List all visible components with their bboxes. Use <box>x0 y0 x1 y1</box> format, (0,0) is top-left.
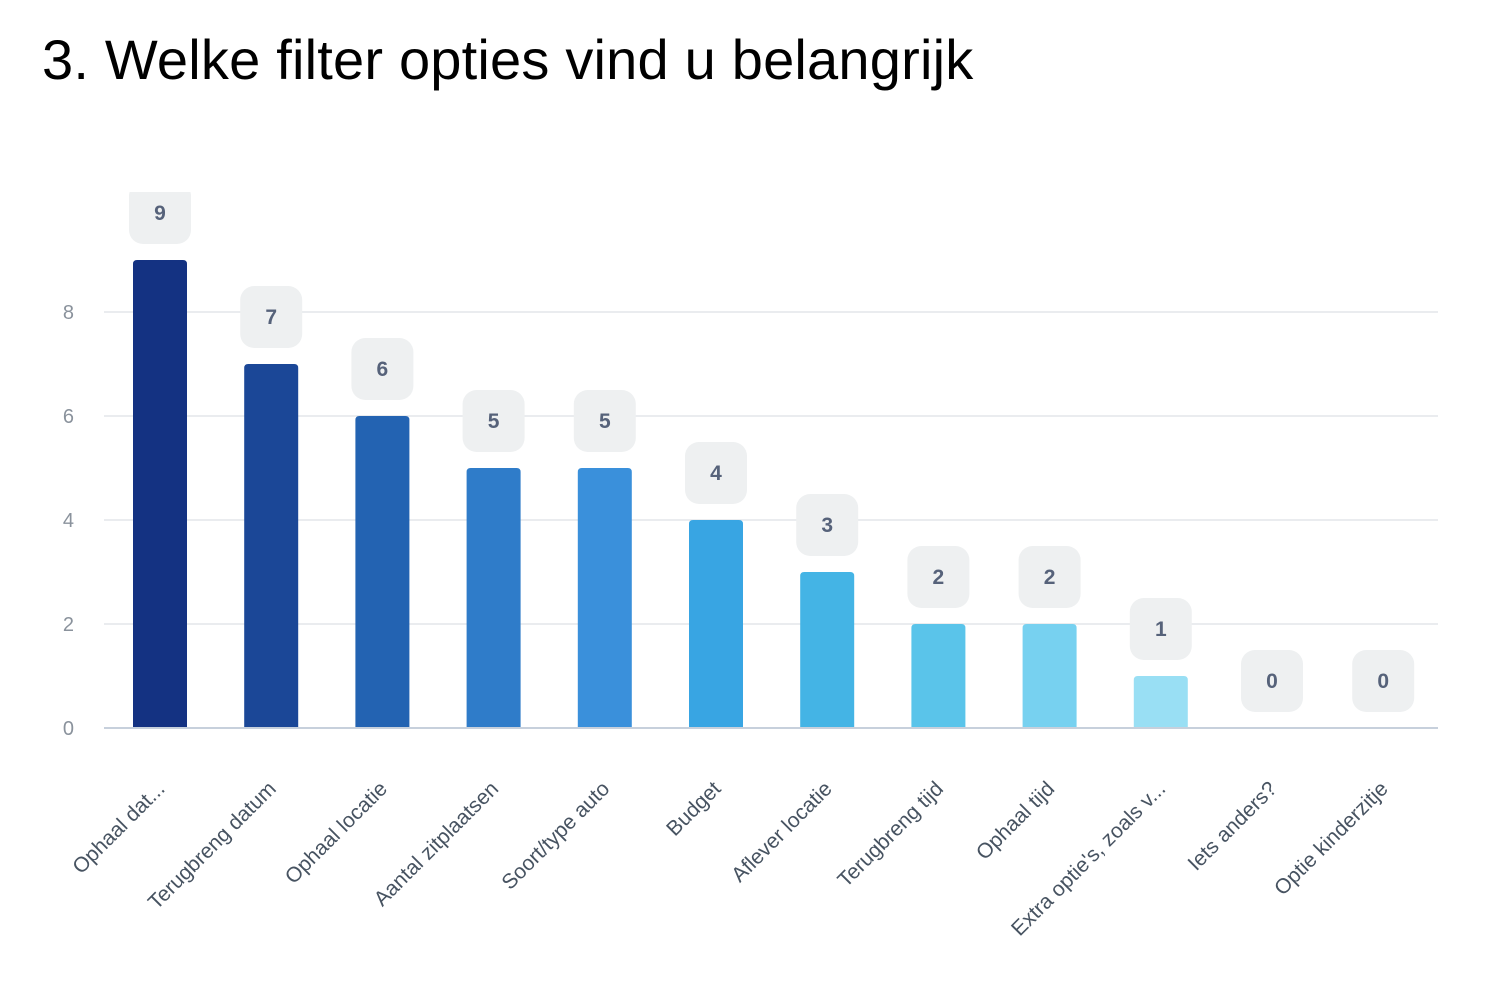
y-tick-label: 0 <box>63 718 74 740</box>
data-label-text: 7 <box>265 306 277 329</box>
x-tick-label: Ophaal tijd <box>972 777 1059 864</box>
data-labels: 9 7 6 5 5 4 3 2 2 1 0 0 <box>129 192 1415 712</box>
data-label-text: 1 <box>1155 618 1167 641</box>
bar[interactable] <box>466 468 521 728</box>
bar[interactable] <box>355 416 410 728</box>
data-label-box <box>462 390 525 452</box>
data-label-text: 3 <box>821 514 833 537</box>
data-label-text: 5 <box>599 410 611 433</box>
y-tick-label: 2 <box>63 614 74 636</box>
data-label-text: 0 <box>1377 670 1389 693</box>
data-label: 5 <box>462 390 525 452</box>
data-label-text: 9 <box>154 202 166 225</box>
x-tick-label: Aantal zitplaatsen <box>370 777 503 910</box>
data-label-box <box>1241 650 1303 712</box>
x-tick-label: Iets anders? <box>1184 777 1282 875</box>
bars <box>133 260 1188 728</box>
data-label-box <box>685 442 747 504</box>
x-tick-label: Optie kinderzitje <box>1270 777 1393 900</box>
data-label-box <box>573 390 636 452</box>
x-tick-label: Ophaal locatie <box>281 777 392 888</box>
x-tick-label: Budget <box>662 777 725 840</box>
data-label: 6 <box>351 338 414 400</box>
y-tick-label: 8 <box>63 302 74 324</box>
y-tick-label: 6 <box>63 406 74 428</box>
y-tick-label: 4 <box>63 510 74 532</box>
bar[interactable] <box>133 260 187 728</box>
data-label-text: 6 <box>377 358 389 381</box>
data-label-box <box>240 286 303 348</box>
data-label: 7 <box>240 286 303 348</box>
y-axis-ticks: 0 2 4 6 8 <box>63 302 74 740</box>
bar[interactable] <box>800 572 855 728</box>
data-label: 0 <box>1241 650 1303 712</box>
data-label-text: 2 <box>1044 566 1056 589</box>
x-tick-label: Ophaal dat... <box>68 777 169 878</box>
data-label-text: 2 <box>933 566 945 589</box>
x-axis-ticks: Ophaal dat...Terugbreng datum Ophaal loca… <box>68 777 1392 940</box>
data-label: 2 <box>1018 546 1081 608</box>
bar[interactable] <box>577 468 632 728</box>
data-label: 5 <box>573 390 636 452</box>
bar[interactable] <box>1133 676 1188 728</box>
data-label-box <box>1352 650 1415 712</box>
data-label-box <box>129 192 191 244</box>
x-tick-label: Aflever locatie <box>727 777 837 887</box>
data-label-text: 4 <box>710 462 722 485</box>
chart-title: 3. Welke filter opties vind u belangrijk <box>42 28 974 91</box>
data-label: 1 <box>1129 598 1192 660</box>
bar[interactable] <box>689 520 743 728</box>
bar[interactable] <box>244 364 299 728</box>
data-label: 0 <box>1352 650 1415 712</box>
data-label-box <box>351 338 414 400</box>
x-tick-label: Soort/type auto <box>497 777 614 894</box>
gridlines <box>104 311 1438 625</box>
bar[interactable] <box>911 624 966 728</box>
data-label: 9 <box>129 192 191 244</box>
data-label-box <box>1018 546 1081 608</box>
data-label-box <box>796 494 859 556</box>
bar[interactable] <box>1022 624 1077 728</box>
data-label: 2 <box>907 546 970 608</box>
data-label-text: 5 <box>488 410 500 433</box>
data-label: 4 <box>685 442 747 504</box>
data-label: 3 <box>796 494 859 556</box>
data-label-box <box>907 546 970 608</box>
data-label-text: 0 <box>1266 670 1278 693</box>
x-tick-label: Terugbreng tijd <box>833 777 947 891</box>
data-label-box <box>1129 598 1192 660</box>
